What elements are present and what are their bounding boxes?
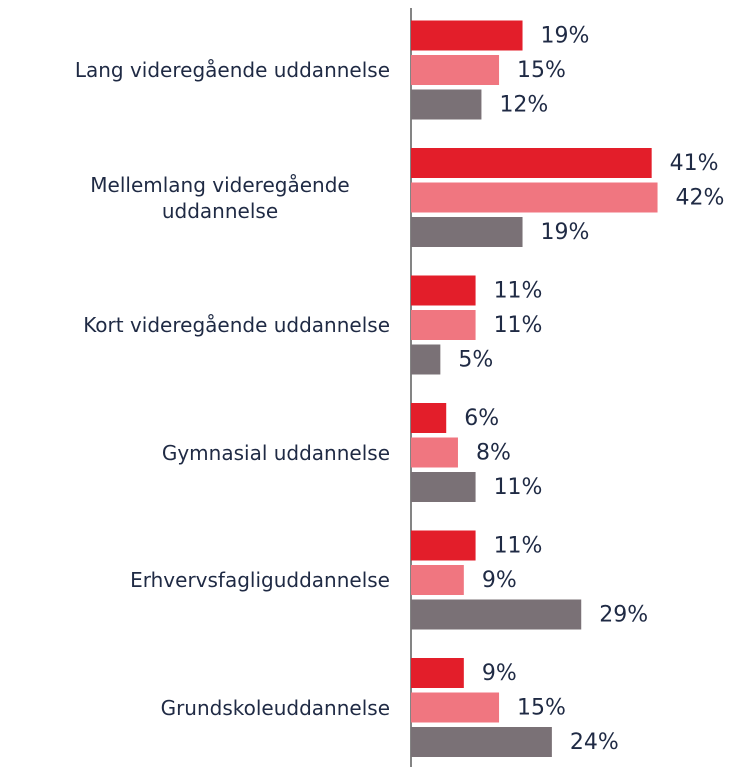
bar: [411, 403, 447, 433]
value-label: 11%: [494, 279, 543, 304]
category-label: Gymnasial uddannelse: [161, 440, 390, 465]
value-label: 8%: [476, 441, 511, 466]
category-label: Kort videregående uddannelse: [83, 313, 390, 337]
value-label: 42%: [676, 186, 725, 211]
value-label: 19%: [541, 24, 590, 49]
value-label: 41%: [670, 151, 719, 176]
bar: [411, 20, 523, 51]
bar: [411, 727, 552, 757]
category-label: Lang videregående uddannelse: [74, 58, 390, 82]
value-label: 5%: [458, 348, 493, 373]
bar: [411, 599, 582, 630]
category-label-box: Mellemlang videregående uddannelse: [0, 172, 390, 224]
value-label: 9%: [482, 568, 517, 593]
value-label: 12%: [499, 93, 548, 118]
category-label-box: Grundskoleuddannelse: [0, 695, 390, 721]
bar: [411, 692, 500, 723]
value-label: 11%: [494, 534, 543, 559]
bar: [411, 148, 652, 178]
category-label-box: Erhvervsfagliguddannelse: [0, 567, 390, 593]
bar: [411, 55, 500, 85]
bar: [411, 310, 476, 340]
value-label: 11%: [494, 313, 543, 338]
value-label: 6%: [464, 406, 499, 431]
bar: [411, 565, 464, 595]
category-label-box: Lang videregående uddannelse: [0, 57, 390, 83]
bar: [411, 658, 464, 688]
bar: [411, 89, 482, 120]
category-label-box: Gymnasial uddannelse: [0, 440, 390, 466]
category-label: Mellemlang videregående uddannelse: [90, 172, 350, 223]
category-label: Erhvervsfagliguddannelse: [130, 568, 390, 592]
bar: [411, 182, 658, 213]
bar: [411, 437, 458, 468]
category-label-box: Kort videregående uddannelse: [0, 312, 390, 338]
value-label: 11%: [494, 475, 543, 500]
value-label: 15%: [517, 58, 566, 83]
value-label: 19%: [541, 220, 590, 245]
value-label: 29%: [599, 603, 648, 628]
value-label: 24%: [570, 730, 619, 755]
bar: [411, 275, 476, 306]
category-label: Grundskoleuddannelse: [160, 695, 390, 720]
bar: [411, 530, 476, 561]
bar: [411, 217, 523, 247]
bar: [411, 344, 441, 375]
value-label: 9%: [482, 661, 517, 686]
value-label: 15%: [517, 696, 566, 721]
bar: [411, 472, 476, 502]
